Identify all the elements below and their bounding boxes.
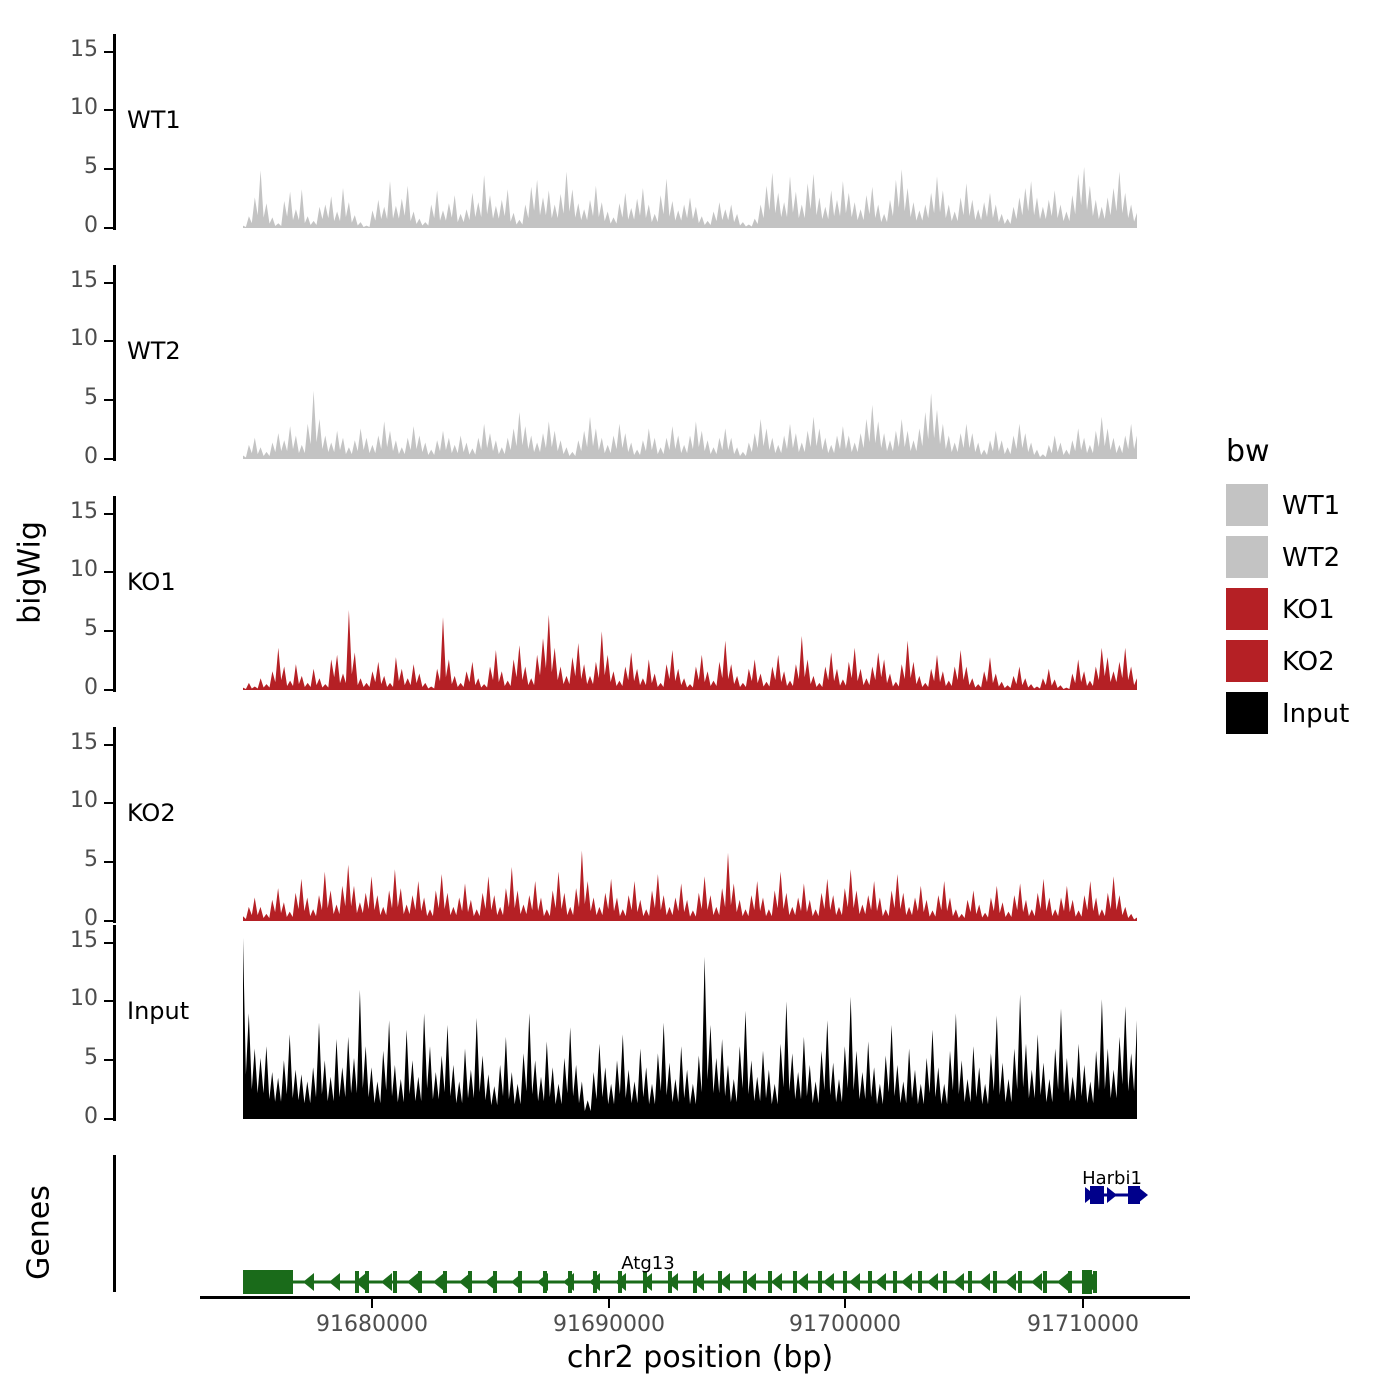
gene-label-harbi1: Harbi1 xyxy=(1082,1168,1142,1189)
x-tick-label: 91690000 xyxy=(553,1312,665,1337)
legend-swatch-ko1[interactable] xyxy=(1226,588,1268,630)
x-tick xyxy=(844,1299,846,1308)
y-tick-label: 0 xyxy=(84,444,98,469)
gene-label-atg13: Atg13 xyxy=(621,1253,675,1274)
y-tick-label: 5 xyxy=(84,847,98,873)
y-tick xyxy=(104,689,113,691)
track-area-wt2 xyxy=(243,390,1137,459)
legend-swatch-wt2[interactable] xyxy=(1226,536,1268,578)
x-tick xyxy=(608,1299,610,1308)
y-axis-line-input xyxy=(113,925,116,1121)
y-tick-label: 15 xyxy=(70,927,98,953)
track-label-input: Input xyxy=(127,997,190,1025)
y-tick-label: 0 xyxy=(84,213,98,238)
y-tick-label: 15 xyxy=(70,498,98,524)
track-label-wt2: WT2 xyxy=(127,337,181,365)
legend-label-input: Input xyxy=(1282,699,1350,729)
legend-label-wt2: WT2 xyxy=(1282,543,1341,573)
y-tick-label: 0 xyxy=(84,906,98,931)
x-axis-line xyxy=(200,1296,1190,1299)
legend-label-wt1: WT1 xyxy=(1282,491,1341,521)
y-tick-label: 0 xyxy=(84,1104,98,1129)
legend-label-ko1: KO1 xyxy=(1282,595,1335,625)
y-tick xyxy=(104,1000,113,1003)
track-area-ko1 xyxy=(243,610,1137,690)
y-axis-line-wt2 xyxy=(113,265,116,461)
legend-label-ko2: KO2 xyxy=(1282,647,1335,677)
y-axis-line-ko2 xyxy=(113,727,116,923)
y-tick-label: 15 xyxy=(70,267,98,293)
legend-swatch-wt1[interactable] xyxy=(1226,484,1268,526)
legend-swatch-input[interactable] xyxy=(1226,692,1268,734)
y-tick-label: 10 xyxy=(70,326,98,352)
y-tick xyxy=(104,1118,113,1120)
y-tick xyxy=(104,743,113,746)
genes-axis-title: Genes xyxy=(21,1185,57,1280)
y-tick-label: 10 xyxy=(70,557,98,583)
x-tick-label: 91710000 xyxy=(1027,1312,1139,1337)
track-area-ko2 xyxy=(243,850,1137,921)
x-tick-label: 91680000 xyxy=(316,1312,428,1337)
y-tick xyxy=(104,109,113,112)
y-tick-label: 10 xyxy=(70,986,98,1012)
track-area-wt1 xyxy=(243,166,1137,228)
legend-title: bw xyxy=(1226,434,1270,469)
y-tick xyxy=(104,340,113,343)
y-tick-label: 10 xyxy=(70,788,98,814)
y-axis-line-ko1 xyxy=(113,496,116,692)
y-tick-label: 5 xyxy=(84,1045,98,1071)
y-tick xyxy=(104,281,113,284)
y-tick xyxy=(104,630,113,633)
x-tick xyxy=(371,1299,373,1308)
gene-atg13[interactable] xyxy=(243,1270,1097,1294)
track-area-input xyxy=(243,937,1137,1119)
x-tick xyxy=(1082,1299,1084,1308)
gene-harbi1[interactable] xyxy=(1085,1186,1148,1204)
y-tick-label: 15 xyxy=(70,729,98,755)
track-label-wt1: WT1 xyxy=(127,106,181,134)
y-tick xyxy=(104,802,113,805)
legend-swatch-ko2[interactable] xyxy=(1226,640,1268,682)
y-tick-label: 5 xyxy=(84,385,98,411)
y-tick xyxy=(104,1059,113,1062)
y-axis-line-wt1 xyxy=(113,34,116,230)
y-tick xyxy=(104,168,113,171)
gene-track[interactable] xyxy=(200,1155,1190,1302)
y-tick xyxy=(104,458,113,460)
y-tick xyxy=(104,227,113,229)
y-tick-label: 5 xyxy=(84,154,98,180)
y-tick-label: 10 xyxy=(70,95,98,121)
y-tick-label: 5 xyxy=(84,616,98,642)
y-tick xyxy=(104,941,113,944)
y-tick xyxy=(104,861,113,864)
track-label-ko2: KO2 xyxy=(127,799,176,827)
y-tick-label: 15 xyxy=(70,36,98,62)
y-tick xyxy=(104,920,113,922)
y-tick-label: 0 xyxy=(84,675,98,700)
x-axis-title: chr2 position (bp) xyxy=(566,1340,834,1375)
y-tick xyxy=(104,50,113,53)
genes-axis-line xyxy=(113,1155,116,1292)
x-tick-label: 91700000 xyxy=(789,1312,901,1337)
track-label-ko1: KO1 xyxy=(127,568,176,596)
y-tick xyxy=(104,399,113,402)
y-tick xyxy=(104,571,113,574)
y-tick xyxy=(104,512,113,515)
